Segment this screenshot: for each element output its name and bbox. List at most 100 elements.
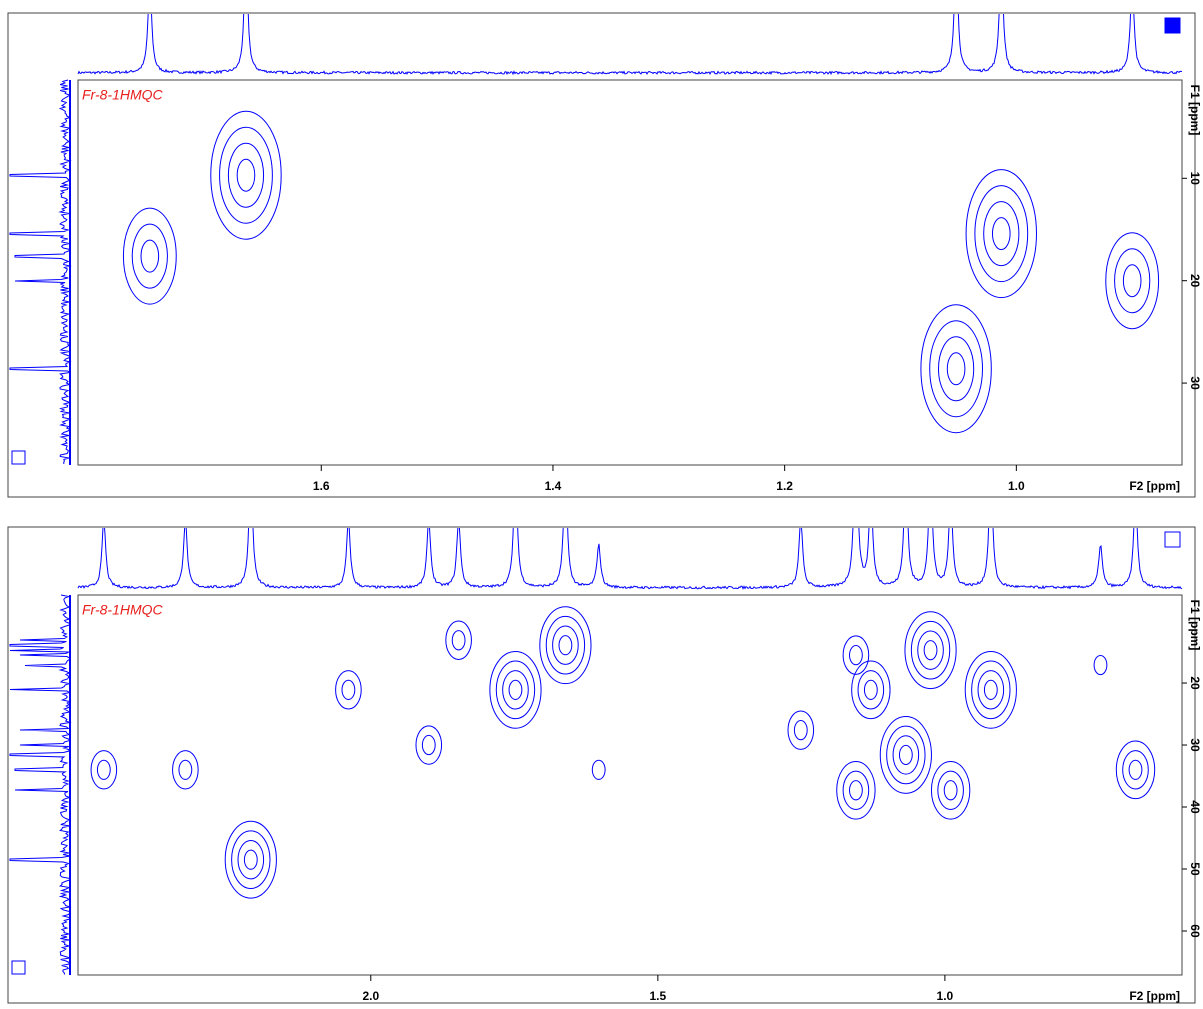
contour: [946, 352, 966, 386]
contour: [131, 223, 168, 289]
x-tick-label: 1.5: [650, 989, 667, 1003]
y-axis-label: F1 [ppm]: [1188, 600, 1202, 651]
contour: [842, 770, 870, 810]
y-tick-label: 30: [1188, 376, 1202, 390]
plot-area: [77, 79, 1183, 466]
contour: [90, 750, 118, 790]
x-tick-label: 1.6: [313, 479, 330, 493]
contour: [879, 716, 932, 794]
f2-projection: [77, 14, 1183, 76]
contour: [502, 670, 529, 710]
contour: [552, 625, 579, 665]
contour: [991, 217, 1011, 251]
x-tick-label: 1.0: [937, 989, 954, 1003]
contour: [983, 679, 998, 700]
contour: [489, 650, 542, 729]
contour: [898, 744, 913, 766]
contour: [943, 780, 958, 801]
contour: [227, 142, 265, 208]
view-marker: [1164, 531, 1181, 548]
panel-frame: [7, 12, 1196, 498]
contour: [787, 710, 815, 750]
contour: [122, 207, 177, 305]
contour: [172, 750, 199, 790]
contour: [1093, 654, 1108, 676]
contour: [929, 320, 984, 418]
f2-projection: [77, 528, 1183, 590]
plot-area: [77, 594, 1183, 976]
contour: [892, 735, 920, 775]
contour: [1105, 232, 1160, 330]
contour: [508, 679, 523, 700]
contour: [920, 304, 992, 434]
contour: [140, 239, 160, 273]
contour: [923, 640, 938, 661]
x-tick-label: 1.4: [545, 479, 562, 493]
contour: [886, 725, 926, 785]
contour: [1114, 248, 1151, 314]
contour: [863, 679, 878, 700]
corner-marker: [11, 960, 26, 975]
contour: [1128, 759, 1143, 780]
contour: [421, 734, 436, 756]
y-tick-label: 40: [1188, 800, 1202, 814]
contour: [904, 611, 957, 690]
contour: [974, 185, 1029, 283]
contour: [793, 720, 808, 741]
contour: [938, 336, 975, 402]
view-marker: [1164, 17, 1181, 34]
corner-marker: [11, 450, 26, 465]
contour: [1122, 750, 1149, 790]
contour: [983, 201, 1020, 267]
contour: [977, 670, 1005, 710]
spectrum-title: Fr-8-1HMQC: [82, 87, 164, 103]
x-tick-label: 1.0: [1008, 479, 1025, 493]
contour: [849, 645, 863, 666]
y-axis-label: F1 [ppm]: [1188, 85, 1202, 136]
contour: [243, 849, 258, 870]
contour: [849, 780, 863, 801]
y-tick-label: 10: [1188, 172, 1202, 186]
x-axis-label: F2 [ppm]: [1129, 479, 1180, 493]
contour: [964, 650, 1017, 729]
f1-projection: [9, 79, 72, 465]
contour: [917, 630, 944, 670]
y-tick-label: 20: [1188, 274, 1202, 288]
contour: [539, 606, 592, 685]
y-tick-label: 60: [1188, 924, 1202, 938]
contour: [231, 830, 271, 889]
contour: [451, 630, 466, 651]
x-tick-label: 2.0: [362, 989, 379, 1003]
panel-frame: [7, 526, 1196, 1004]
spectrum-title: Fr-8-1HMQC: [82, 602, 164, 618]
contour: [545, 615, 586, 675]
contour: [930, 760, 971, 820]
contour: [971, 660, 1011, 720]
contour: [445, 620, 472, 660]
contour: [965, 169, 1037, 299]
contour: [219, 126, 273, 224]
y-tick-label: 50: [1188, 862, 1202, 876]
contour: [335, 670, 362, 710]
y-tick-label: 30: [1188, 738, 1202, 752]
contour: [842, 635, 870, 675]
y-tick-label: 20: [1188, 676, 1202, 690]
contour: [1122, 264, 1142, 298]
contour: [341, 679, 356, 700]
contour: [415, 725, 443, 765]
contour: [591, 759, 606, 780]
panel: [9, 14, 1183, 466]
contour: [224, 820, 277, 899]
contour: [1115, 740, 1156, 800]
contour: [857, 670, 885, 710]
contour: [851, 660, 891, 720]
contour: [495, 660, 536, 720]
contour: [558, 635, 573, 656]
panel: [9, 528, 1183, 976]
contour: [210, 110, 282, 240]
contour: [178, 759, 193, 780]
contour: [836, 760, 876, 820]
contour: [236, 158, 256, 192]
contour: [237, 839, 265, 880]
contour: [96, 759, 111, 780]
